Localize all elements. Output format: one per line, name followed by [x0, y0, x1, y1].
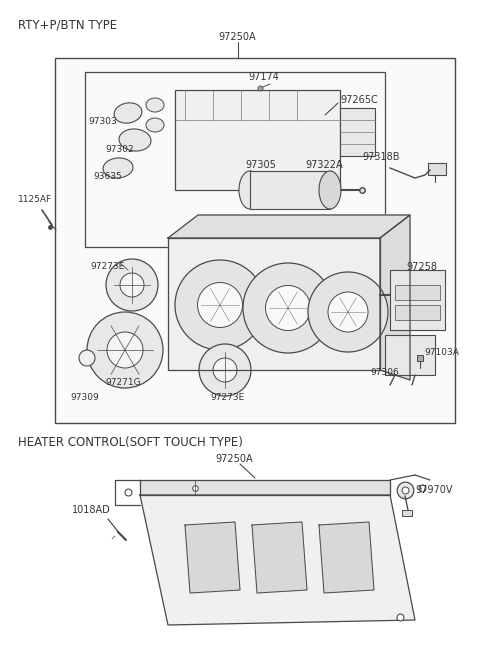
Polygon shape [140, 495, 415, 625]
Text: 93635: 93635 [93, 172, 122, 181]
Ellipse shape [319, 171, 341, 209]
Circle shape [265, 286, 311, 331]
Text: 97303: 97303 [88, 117, 117, 126]
Circle shape [243, 263, 333, 353]
Bar [340, 108, 375, 156]
Ellipse shape [146, 98, 164, 112]
Bar [250, 171, 330, 209]
Polygon shape [140, 480, 390, 495]
Text: 97265C: 97265C [340, 95, 378, 105]
Ellipse shape [146, 118, 164, 132]
Ellipse shape [119, 129, 151, 151]
Circle shape [308, 272, 388, 352]
Circle shape [199, 344, 251, 396]
Polygon shape [380, 215, 410, 380]
Text: 97273E: 97273E [210, 393, 244, 402]
Bar [385, 335, 435, 375]
Polygon shape [168, 238, 380, 370]
Circle shape [197, 282, 242, 328]
Bar [402, 510, 412, 516]
Text: 97309: 97309 [70, 393, 99, 402]
Circle shape [213, 358, 237, 382]
Circle shape [107, 332, 143, 368]
Text: RTY+P/BTN TYPE: RTY+P/BTN TYPE [18, 18, 117, 31]
Ellipse shape [114, 103, 142, 123]
Text: 97174: 97174 [248, 72, 279, 82]
Circle shape [106, 259, 158, 311]
Bar [428, 163, 446, 175]
Text: 97322A: 97322A [305, 160, 343, 170]
Text: 97306: 97306 [370, 368, 399, 377]
Ellipse shape [103, 158, 133, 178]
Text: 1018AD: 1018AD [72, 505, 111, 515]
Text: 97250A: 97250A [215, 454, 252, 464]
Text: 97250A: 97250A [218, 32, 256, 42]
Circle shape [175, 260, 265, 350]
Text: 97103A: 97103A [424, 348, 459, 357]
Bar [395, 285, 440, 300]
Ellipse shape [239, 171, 261, 209]
Text: 97258: 97258 [406, 262, 437, 272]
Text: HEATER CONTROL(SOFT TOUCH TYPE): HEATER CONTROL(SOFT TOUCH TYPE) [18, 436, 243, 449]
Text: 97305: 97305 [245, 160, 276, 170]
Circle shape [120, 273, 144, 297]
Text: 97970V: 97970V [415, 485, 453, 495]
Text: 1125AF: 1125AF [18, 195, 52, 204]
Bar [395, 305, 440, 320]
Polygon shape [252, 522, 307, 593]
Polygon shape [319, 522, 374, 593]
Text: 97318B: 97318B [362, 152, 399, 162]
Bar [390, 270, 445, 330]
Bar [55, 58, 455, 423]
Circle shape [87, 312, 163, 388]
Circle shape [79, 350, 95, 366]
Polygon shape [168, 215, 410, 238]
Polygon shape [185, 522, 240, 593]
Bar [175, 90, 340, 190]
Text: 97271G: 97271G [105, 378, 141, 387]
Circle shape [328, 292, 368, 332]
Text: 97302: 97302 [105, 145, 133, 154]
Bar [85, 72, 385, 247]
Text: 97273E: 97273E [90, 262, 124, 271]
